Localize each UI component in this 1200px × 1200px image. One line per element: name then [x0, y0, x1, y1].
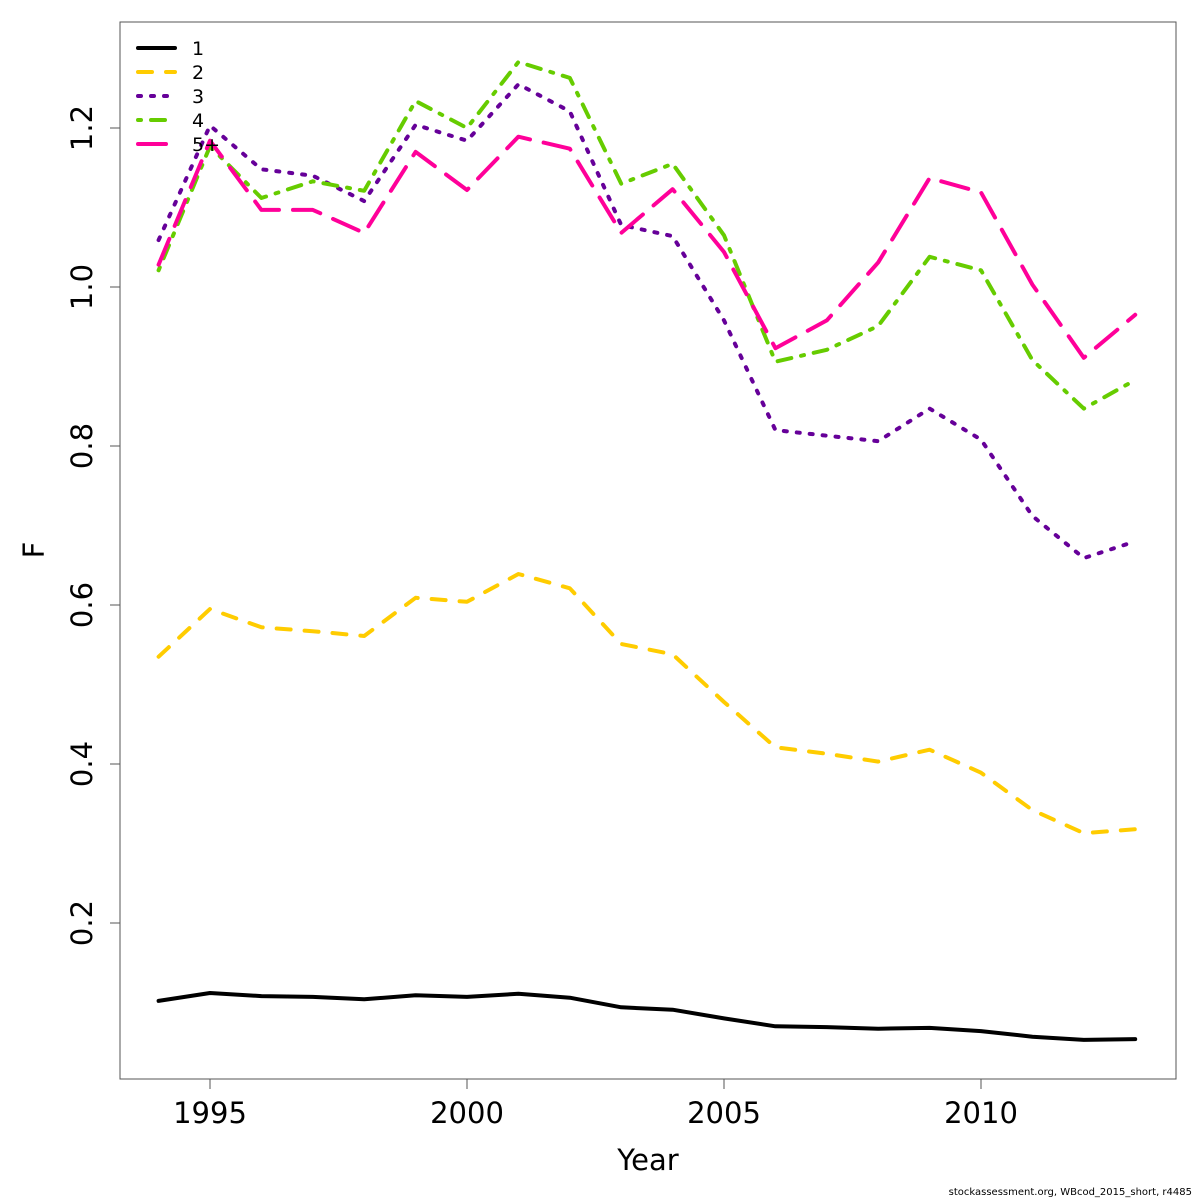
- legend-label: 5+: [192, 134, 220, 156]
- y-tick-label: 0.6: [65, 582, 99, 628]
- legend-label: 1: [192, 38, 204, 60]
- legend-label: 3: [192, 86, 204, 108]
- x-axis: 1995 2000 2005 2010: [173, 1079, 1018, 1130]
- series-line-4: [156, 60, 1138, 411]
- x-tick-label: 2010: [944, 1096, 1018, 1130]
- y-tick-label: 1.0: [65, 264, 99, 310]
- series-line-1: [156, 991, 1138, 1042]
- footer-credit: stockassessment.org, WBcod_2015_short, r…: [948, 1187, 1192, 1198]
- y-tick-label: 0.8: [65, 423, 99, 469]
- y-axis-title: F: [17, 542, 51, 559]
- series-line-5plus: [156, 134, 1138, 360]
- series-lines: [156, 60, 1138, 1042]
- x-tick-label: 1995: [173, 1096, 247, 1130]
- x-axis-title: Year: [616, 1143, 678, 1177]
- x-tick-label: 2005: [687, 1096, 761, 1130]
- legend-label: 4: [192, 110, 204, 132]
- x-tick-label: 2000: [430, 1096, 504, 1130]
- y-tick-label: 1.2: [65, 105, 99, 151]
- series-line-2: [156, 572, 1138, 836]
- y-axis: 0.2 0.4 0.6 0.8 1.0 1.2: [65, 105, 120, 946]
- plot-frame: [119, 21, 1177, 1080]
- y-tick-label: 0.4: [65, 741, 99, 787]
- series-line-3: [156, 82, 1138, 561]
- legend-label: 2: [192, 62, 204, 84]
- y-tick-label: 0.2: [65, 900, 99, 946]
